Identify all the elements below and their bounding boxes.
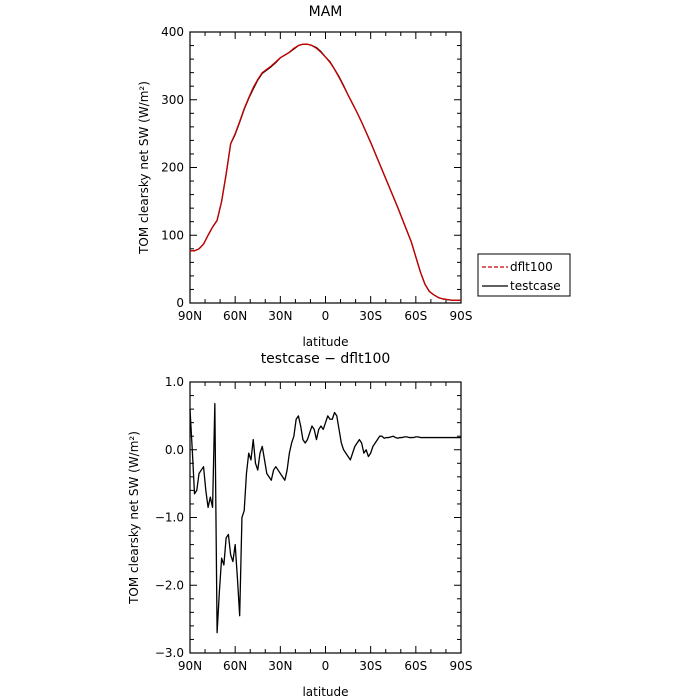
top-y-tick-label: 400 bbox=[161, 25, 184, 39]
bottom-x-tick-label: 90N bbox=[178, 659, 202, 673]
top-chart-title: MAM bbox=[309, 4, 343, 20]
bottom-series-group bbox=[189, 403, 461, 634]
top-x-tick-label: 30S bbox=[359, 309, 382, 323]
top-y-tick-label: 0 bbox=[176, 296, 184, 310]
top-tick-group: 90N 60N 30N 0 30S 60S 90S 0 100 200 300 400 bbox=[161, 25, 472, 323]
bottom-y-tick-label: 1.0 bbox=[165, 375, 184, 389]
top-y-tick-label: 100 bbox=[161, 228, 184, 242]
bottom-y-axis-label: TOM clearsky net SW (W/m²) bbox=[127, 431, 141, 605]
top-y-axis-label: TOM clearsky net SW (W/m²) bbox=[137, 81, 151, 255]
bottom-chart-title: testcase − dflt100 bbox=[261, 351, 391, 367]
legend: dflt100 testcase bbox=[477, 253, 571, 297]
bottom-series-difference-line bbox=[189, 403, 461, 634]
top-x-tick-label: 90N bbox=[178, 309, 202, 323]
legend-box bbox=[477, 253, 571, 297]
top-series-group bbox=[190, 43, 461, 301]
top-y-tick-label: 200 bbox=[161, 161, 184, 175]
bottom-x-tick-label: 30N bbox=[268, 659, 292, 673]
bottom-y-tick-label: −3.0 bbox=[155, 646, 184, 660]
top-x-tick-label: 90S bbox=[450, 309, 473, 323]
bottom-x-tick-label: 90S bbox=[450, 659, 473, 673]
legend-label-dflt100: dflt100 bbox=[510, 260, 553, 274]
bottom-panel: testcase − dflt100 90N 60N 30N 0 30S 60S 90S −3… bbox=[127, 351, 472, 699]
top-series-dflt100-line bbox=[190, 43, 461, 301]
bottom-x-tick-label: 60N bbox=[223, 659, 247, 673]
bottom-x-tick-label: 60S bbox=[404, 659, 427, 673]
top-x-axis-label: latitude bbox=[302, 335, 348, 349]
bottom-y-tick-label: −1.0 bbox=[155, 511, 184, 525]
top-x-tick-label: 30N bbox=[268, 309, 292, 323]
bottom-tick-group: 90N 60N 30N 0 30S 60S 90S −3.0 −2.0 −1.0 0.0 1.0 bbox=[155, 375, 473, 673]
top-plot-frame bbox=[189, 31, 462, 304]
bottom-y-tick-label: −2.0 bbox=[155, 578, 184, 592]
top-panel: MAM 90N 60N 30N 0 30S 60S 90S 0 100 200 300 400 lat… bbox=[137, 4, 571, 349]
bottom-x-tick-label: 30S bbox=[359, 659, 382, 673]
bottom-x-tick-label: 0 bbox=[322, 659, 330, 673]
top-y-tick-label: 300 bbox=[161, 93, 184, 107]
top-x-tick-label: 60S bbox=[404, 309, 427, 323]
bottom-x-axis-label: latitude bbox=[302, 685, 348, 699]
bottom-y-tick-label: 0.0 bbox=[165, 443, 184, 457]
top-x-tick-label: 60N bbox=[223, 309, 247, 323]
top-series-testcase-line bbox=[190, 43, 461, 301]
top-x-tick-label: 0 bbox=[322, 309, 330, 323]
legend-label-testcase: testcase bbox=[510, 279, 561, 293]
